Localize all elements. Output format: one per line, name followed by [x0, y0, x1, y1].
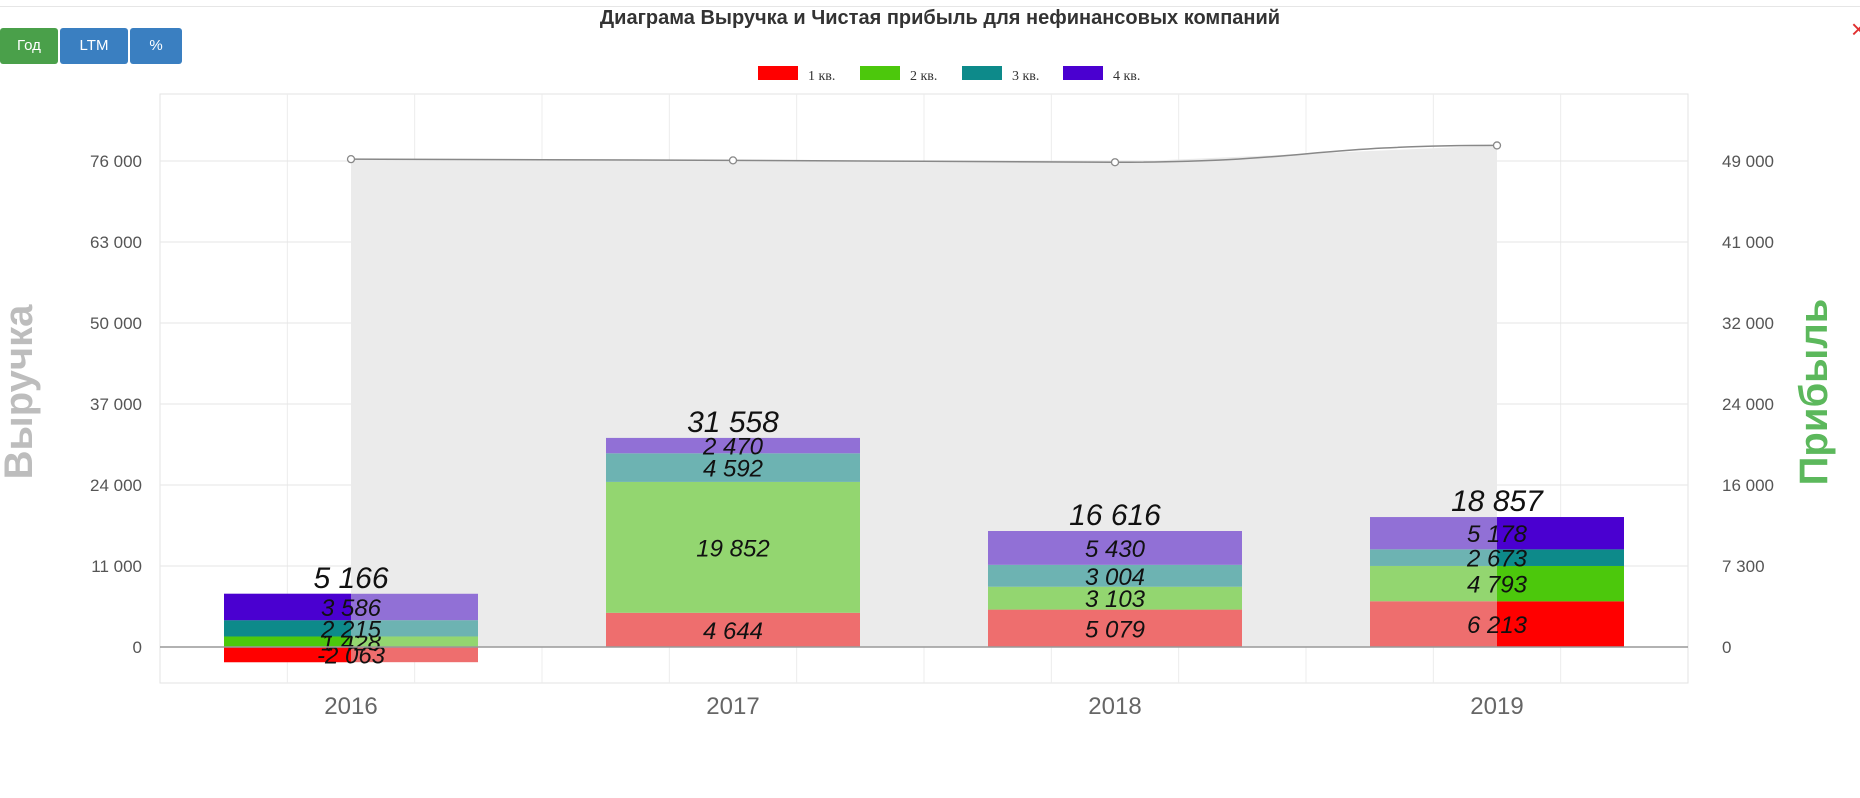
legend-label: 4 кв. — [1113, 69, 1140, 84]
bar-segment — [606, 437, 860, 454]
bar-total-label: 16 616 — [1069, 499, 1161, 532]
period-toolbar: Год LTM % — [0, 28, 184, 64]
bar-value-label: 2 215 — [320, 616, 382, 643]
legend-swatch — [1063, 66, 1103, 80]
percent-button[interactable]: % — [130, 28, 182, 64]
bar-segment — [988, 609, 1242, 647]
bar-segment — [988, 586, 1242, 610]
left-axis-tick-label: 37 000 — [90, 395, 142, 414]
bar-value-label: 5 430 — [1085, 536, 1146, 563]
bar-value-label: 2 470 — [702, 434, 764, 461]
bar-total-label: 5 166 — [313, 562, 388, 595]
bar-segment — [988, 531, 1242, 565]
revenue-area — [351, 145, 1497, 647]
revenue-point — [346, 154, 356, 164]
right-axis-tick-label: 7 300 — [1722, 557, 1765, 576]
right-axis-tick-label: 0 — [1722, 638, 1731, 657]
revenue-line — [350, 144, 1498, 163]
bar-segment-highlight — [224, 636, 351, 647]
left-axis-title: Выручка — [0, 304, 41, 479]
bar-segment-highlight — [1497, 549, 1624, 566]
bar-value-label: 5 178 — [1467, 521, 1528, 548]
x-axis-tick-label: 2016 — [324, 693, 377, 720]
left-axis-tick-label: 11 000 — [91, 557, 142, 576]
bar-value-label: 5 079 — [1085, 616, 1145, 643]
bar-segment-highlight — [224, 593, 351, 621]
ltm-button[interactable]: LTM — [60, 28, 128, 64]
bar-value-label: 4 793 — [1467, 572, 1528, 599]
bar-value-label: 3 004 — [1085, 564, 1145, 591]
revenue-point — [1492, 141, 1502, 150]
bar-value-label: 3 586 — [321, 595, 382, 622]
bar-total-label: 18 857 — [1451, 485, 1544, 518]
x-axis-tick-label: 2017 — [706, 693, 759, 720]
legend-label: 2 кв. — [910, 69, 937, 84]
right-axis-title: Прибыль — [1792, 299, 1836, 486]
x-axis-tick-label: 2019 — [1470, 693, 1523, 720]
year-button[interactable]: Год — [0, 28, 58, 64]
bar-value-label: 19 852 — [696, 535, 769, 562]
top-divider — [0, 6, 1860, 7]
right-axis-tick-label: 49 000 — [1722, 152, 1774, 171]
close-icon[interactable]: × — [1850, 14, 1860, 44]
bar-segment-highlight — [1497, 565, 1624, 602]
bar-segment — [606, 612, 860, 647]
left-axis-tick-label: 50 000 — [90, 314, 142, 333]
revenue-point — [1110, 158, 1120, 167]
bar-segment-highlight — [224, 620, 351, 637]
right-axis-tick-label: 24 000 — [1722, 395, 1774, 414]
revenue-point — [728, 156, 738, 165]
left-axis-tick-label: 0 — [133, 638, 142, 657]
bar-segment-highlight — [224, 647, 351, 663]
chart-title: Диаграма Выручка и Чистая прибыль для не… — [600, 7, 1280, 29]
bar-value-label: 3 103 — [1085, 586, 1146, 613]
legend-swatch — [962, 66, 1002, 80]
bar-value-label: 4 592 — [703, 456, 763, 483]
right-axis-tick-label: 16 000 — [1722, 476, 1774, 495]
bar-segment-highlight — [1497, 601, 1624, 647]
bar-value-label: 2 673 — [1466, 546, 1528, 573]
bar-segment — [606, 453, 860, 482]
legend-swatch — [758, 66, 798, 80]
right-axis-tick-label: 32 000 — [1722, 314, 1774, 333]
right-axis-tick-label: 41 000 — [1722, 233, 1774, 252]
bar-value-label: 6 213 — [1467, 612, 1528, 639]
legend-swatch — [860, 66, 900, 80]
bar-total-label: 31 558 — [687, 406, 779, 439]
bar-segment — [606, 481, 860, 613]
left-axis-tick-label: 76 000 — [90, 152, 142, 171]
left-axis-tick-label: 63 000 — [90, 233, 142, 252]
left-axis-tick-label: 24 000 — [90, 476, 142, 495]
bar-segment — [988, 564, 1242, 587]
bar-value-label: 4 644 — [703, 618, 763, 645]
legend-label: 3 кв. — [1012, 69, 1039, 84]
bar-segment-highlight — [1497, 517, 1624, 550]
x-axis-tick-label: 2018 — [1088, 693, 1141, 720]
legend-label: 1 кв. — [808, 69, 835, 84]
